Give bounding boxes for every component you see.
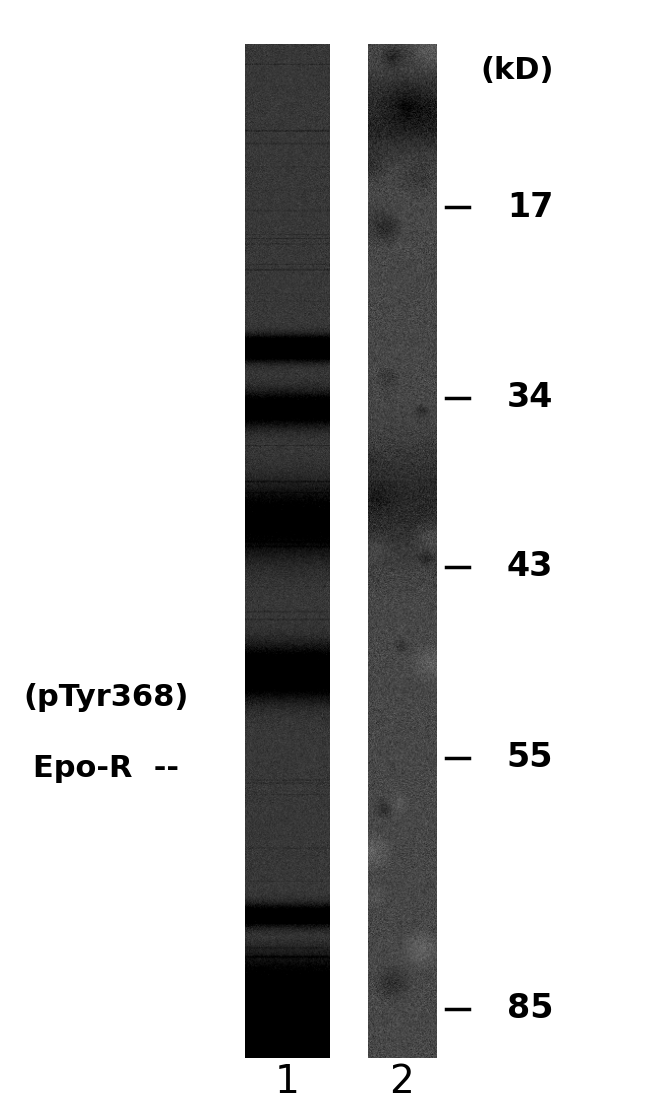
Text: (kD): (kD) xyxy=(480,56,554,85)
Text: (pTyr368): (pTyr368) xyxy=(23,683,188,712)
Text: 85: 85 xyxy=(507,992,553,1025)
Text: Epo-R  --: Epo-R -- xyxy=(32,754,179,783)
Text: 1: 1 xyxy=(275,1063,300,1101)
Text: 2: 2 xyxy=(389,1063,414,1101)
Text: 43: 43 xyxy=(507,550,553,583)
Text: 17: 17 xyxy=(507,190,553,224)
Text: 34: 34 xyxy=(507,382,553,414)
Text: 55: 55 xyxy=(507,742,553,774)
